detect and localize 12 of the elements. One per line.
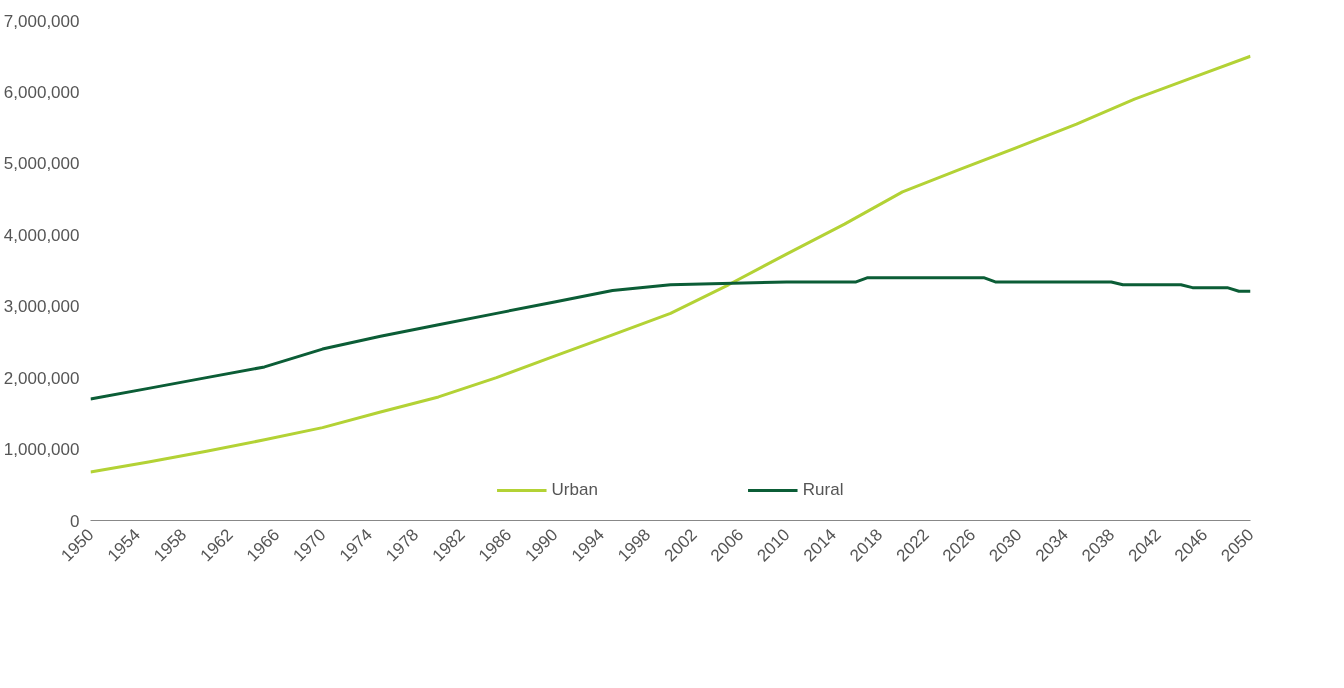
- y-tick-label: 0: [70, 511, 80, 531]
- y-tick-label: 5,000,000: [3, 154, 80, 174]
- legend-label: Urban: [551, 480, 598, 500]
- y-tick-label: 6,000,000: [3, 82, 80, 102]
- y-tick-label: 7,000,000: [3, 11, 80, 31]
- y-tick-label: 3,000,000: [3, 297, 80, 317]
- line-series: [90, 276, 1251, 401]
- legend-label: Rural: [802, 480, 844, 500]
- line-series: [90, 54, 1251, 474]
- y-tick-label: 4,000,000: [3, 225, 80, 245]
- y-tick-label: 1,000,000: [3, 440, 80, 460]
- y-tick-label: 2,000,000: [3, 368, 80, 388]
